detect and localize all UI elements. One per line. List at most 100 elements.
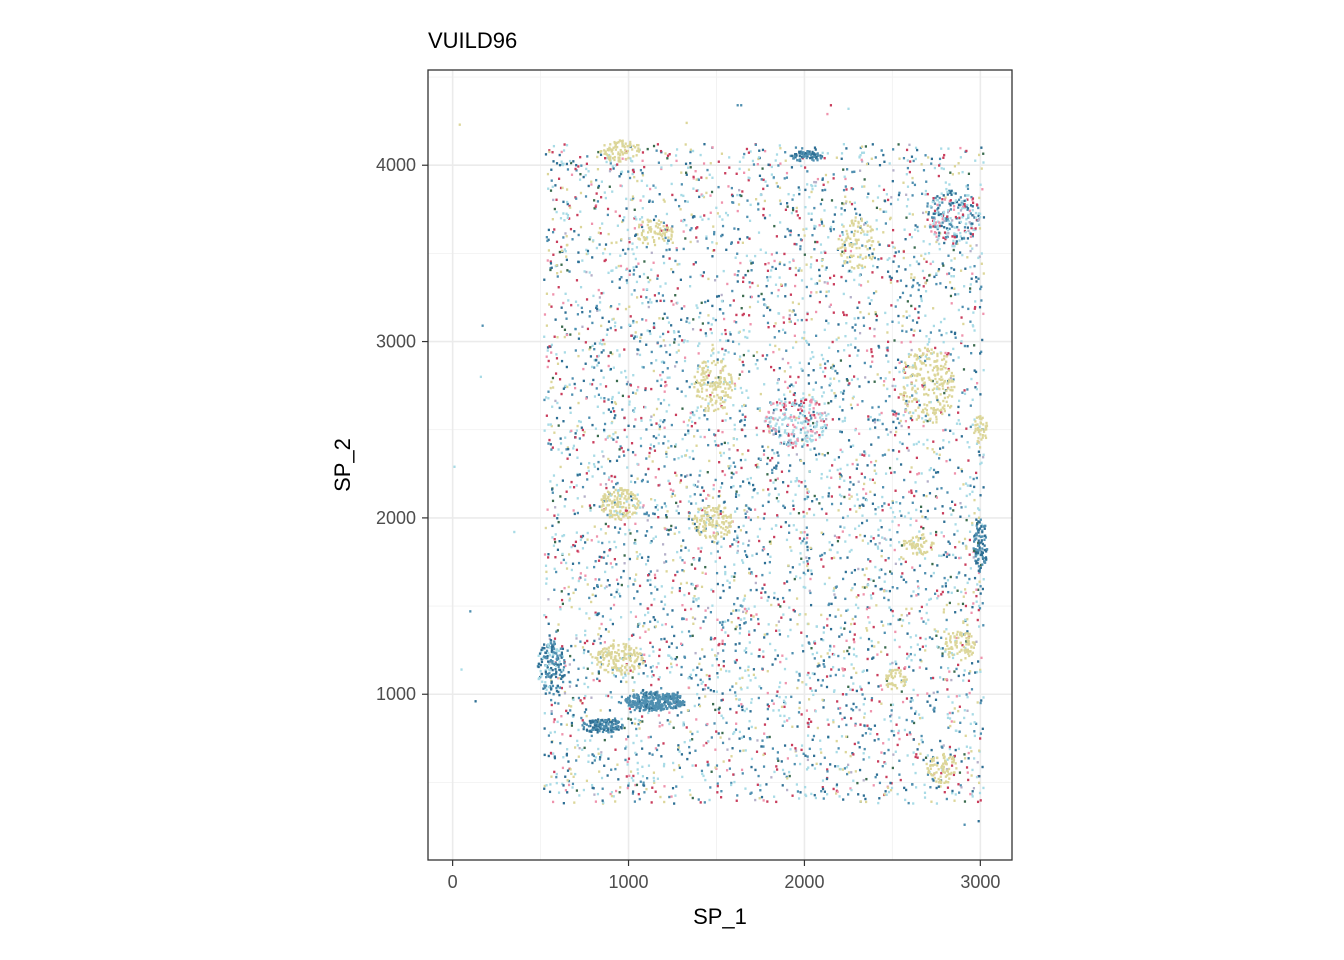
- data-point: [569, 709, 572, 712]
- data-point: [920, 472, 923, 475]
- data-point: [797, 679, 800, 682]
- data-point: [739, 529, 742, 532]
- data-point: [873, 481, 876, 485]
- data-point: [619, 576, 623, 579]
- data-point: [961, 602, 965, 606]
- data-point: [950, 591, 953, 595]
- data-point: [755, 433, 759, 437]
- data-point: [977, 660, 980, 663]
- data-point: [775, 496, 779, 500]
- data-point: [581, 310, 584, 314]
- data-point: [663, 390, 666, 393]
- data-point: [893, 388, 897, 391]
- data-point: [698, 662, 701, 666]
- data-point: [834, 396, 837, 399]
- data-point: [689, 634, 692, 638]
- data-point: [645, 245, 648, 249]
- data-point: [640, 225, 644, 229]
- data-point: [657, 433, 660, 437]
- data-point: [575, 684, 578, 687]
- data-point: [963, 537, 967, 541]
- data-point: [797, 480, 801, 483]
- data-point: [943, 520, 946, 523]
- data-point: [696, 226, 699, 229]
- data-point: [668, 257, 671, 260]
- data-point: [910, 328, 913, 331]
- data-point: [688, 789, 691, 792]
- data-point: [565, 752, 569, 756]
- data-point: [755, 574, 758, 578]
- data-point: [659, 419, 662, 422]
- data-point: [731, 685, 734, 688]
- data-point: [568, 597, 572, 600]
- data-point: [671, 193, 674, 197]
- data-point: [699, 215, 702, 219]
- data-point: [567, 779, 571, 783]
- data-point: [635, 218, 638, 221]
- data-point: [822, 638, 825, 642]
- data-point: [889, 662, 892, 666]
- data-point: [715, 571, 719, 575]
- data-point: [628, 774, 631, 778]
- data-point: [652, 616, 655, 619]
- data-point: [873, 493, 876, 497]
- data-point: [723, 565, 727, 569]
- data-point: [759, 193, 762, 197]
- data-point: [818, 664, 821, 667]
- data-point: [634, 331, 637, 334]
- data-point: [938, 242, 941, 246]
- data-point: [964, 604, 968, 608]
- data-point: [764, 149, 767, 153]
- data-point: [548, 637, 551, 641]
- data-point: [940, 636, 943, 640]
- data-point: [694, 764, 697, 767]
- data-point: [711, 146, 714, 149]
- data-point: [718, 490, 721, 493]
- data-point: [894, 305, 897, 308]
- data-point: [613, 557, 616, 561]
- data-point: [576, 474, 579, 477]
- data-point: [590, 539, 593, 542]
- data-point: [970, 277, 973, 280]
- data-point: [856, 306, 859, 310]
- data-point: [889, 281, 893, 284]
- data-point: [837, 608, 840, 611]
- data-point: [738, 188, 741, 192]
- data-point: [696, 240, 699, 243]
- data-point: [909, 294, 912, 297]
- data-point: [886, 387, 889, 391]
- data-point: [865, 567, 868, 570]
- data-point: [758, 685, 761, 688]
- data-point: [567, 704, 571, 707]
- data-point: [939, 447, 942, 450]
- data-point: [671, 609, 674, 612]
- data-point: [739, 627, 742, 630]
- data-point: [742, 363, 745, 367]
- data-point: [570, 605, 573, 609]
- data-point: [545, 577, 548, 580]
- data-point: [665, 452, 668, 455]
- data-point: [851, 688, 854, 692]
- data-point: [724, 349, 727, 352]
- data-point: [827, 401, 830, 405]
- data-point: [897, 666, 900, 670]
- data-point: [786, 205, 789, 208]
- data-point: [839, 502, 843, 505]
- data-point: [675, 646, 678, 649]
- data-point: [713, 440, 717, 443]
- data-point: [597, 288, 600, 292]
- data-point: [829, 674, 832, 678]
- data-point: [744, 749, 747, 752]
- data-point: [823, 552, 826, 555]
- data-point: [862, 752, 865, 755]
- data-point: [563, 335, 566, 339]
- data-point: [850, 676, 853, 679]
- data-point: [770, 269, 773, 272]
- data-point: [721, 233, 724, 237]
- data-point: [655, 359, 658, 362]
- data-point: [567, 585, 570, 589]
- data-point: [796, 725, 799, 728]
- data-point: [582, 666, 585, 670]
- data-point: [788, 229, 791, 233]
- data-point: [856, 781, 859, 785]
